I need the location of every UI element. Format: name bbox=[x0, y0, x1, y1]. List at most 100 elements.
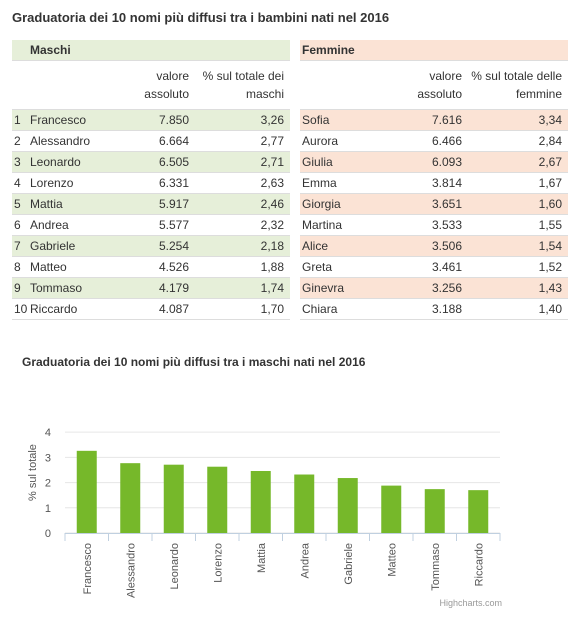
table-cell: Martina bbox=[300, 214, 389, 236]
bar bbox=[468, 490, 489, 533]
table-row: 9 Tommaso 4.179 1,74 Ginevra 3.256 1,43 bbox=[12, 277, 569, 299]
table-cell: Tommaso bbox=[28, 277, 120, 299]
y-axis-label: % sul totale bbox=[27, 444, 39, 501]
table-cell: 1 bbox=[12, 109, 28, 131]
table-cell: 6.331 bbox=[120, 172, 195, 194]
names-table: Maschi Femmine valore assoluto% sul totale… bbox=[12, 40, 569, 320]
table-cell bbox=[290, 194, 300, 215]
table-cell: Emma bbox=[300, 172, 389, 194]
table-cell: 4 bbox=[12, 172, 28, 194]
table-cell: 3.461 bbox=[388, 256, 469, 278]
table-cell: 2,18 bbox=[195, 235, 291, 257]
bar bbox=[76, 450, 97, 533]
table-cell: Giorgia bbox=[300, 193, 389, 215]
table-cell: 6.664 bbox=[120, 130, 195, 152]
table-cell: 7 bbox=[12, 235, 28, 257]
credits: Highcharts.com bbox=[439, 598, 502, 608]
table-cell: Riccardo bbox=[28, 298, 120, 320]
table-cell: 7.616 bbox=[388, 109, 469, 131]
table-cell bbox=[290, 131, 300, 152]
table-row: 1 Francesco 7.850 3,26 Sofia 7.616 3,34 bbox=[12, 109, 569, 131]
table-cell: % sul totale dei maschi bbox=[195, 60, 291, 110]
table-cell: 4.179 bbox=[120, 277, 195, 299]
table-cell: 3,34 bbox=[468, 109, 569, 131]
table-cell: % sul totale delle femmine bbox=[468, 60, 569, 110]
table-cell: 3.256 bbox=[388, 277, 469, 299]
table-cell: Sofia bbox=[300, 109, 389, 131]
table-title: Graduatoria dei 10 nomi più diffusi tra … bbox=[12, 10, 390, 25]
table-row: 7 Gabriele 5.254 2,18 Alice 3.506 1,54 bbox=[12, 235, 569, 257]
table-cell: Andrea bbox=[28, 214, 120, 236]
table-cell bbox=[290, 215, 300, 236]
table-cell: valore assoluto bbox=[120, 60, 195, 110]
table-cell: Giulia bbox=[300, 151, 389, 173]
table-cell bbox=[290, 236, 300, 257]
table-cell: Ginevra bbox=[300, 277, 389, 299]
table-row: 6 Andrea 5.577 2,32 Martina 3.533 1,55 bbox=[12, 214, 569, 236]
table-cell: 1,74 bbox=[195, 277, 291, 299]
y-tick-label: 3 bbox=[45, 452, 51, 464]
table-cell: 1,55 bbox=[468, 214, 569, 236]
table-cell bbox=[12, 40, 28, 61]
table-cell: 1,40 bbox=[468, 298, 569, 320]
table-cell: 3.814 bbox=[388, 172, 469, 194]
x-tick-label: Alessandro bbox=[125, 543, 137, 598]
x-tick-label: Leonardo bbox=[169, 543, 181, 590]
table-cell: 3.188 bbox=[388, 298, 469, 320]
table-cell: 3,26 bbox=[195, 109, 291, 131]
table-cell: 1,52 bbox=[468, 256, 569, 278]
table-cell: Francesco bbox=[28, 109, 120, 131]
table-cell: 10 bbox=[12, 298, 28, 320]
table-cell bbox=[290, 40, 300, 61]
table-cell: 6 bbox=[12, 214, 28, 236]
table-cell: 2 bbox=[12, 130, 28, 152]
table-cell: 2,32 bbox=[195, 214, 291, 236]
bar bbox=[424, 489, 445, 533]
bar bbox=[120, 463, 141, 533]
table-cell: 8 bbox=[12, 256, 28, 278]
table-cell: 1,67 bbox=[468, 172, 569, 194]
table-cell: Matteo bbox=[28, 256, 120, 278]
table-cell: 1,60 bbox=[468, 193, 569, 215]
table-cell bbox=[300, 60, 389, 110]
table-cell: Aurora bbox=[300, 130, 389, 152]
y-tick-label: 1 bbox=[45, 503, 51, 515]
table-cell: 4.526 bbox=[120, 256, 195, 278]
table-cell: 3.651 bbox=[388, 193, 469, 215]
bar bbox=[163, 464, 184, 533]
table-cell bbox=[290, 152, 300, 173]
table-cell bbox=[28, 60, 120, 110]
table-cell: Mattia bbox=[28, 193, 120, 215]
table-cell: 1,54 bbox=[468, 235, 569, 257]
table-cell: 2,77 bbox=[195, 130, 291, 152]
bar bbox=[250, 470, 271, 533]
table-cell: Femmine bbox=[300, 40, 569, 61]
table-cell: Lorenzo bbox=[28, 172, 120, 194]
table-cell: 6.093 bbox=[388, 151, 469, 173]
table-row: 10 Riccardo 4.087 1,70 Chiara 3.188 1,40 bbox=[12, 298, 569, 320]
table-cell: Greta bbox=[300, 256, 389, 278]
table-cell: 6.505 bbox=[120, 151, 195, 173]
bar bbox=[294, 474, 315, 533]
table-cell: 2,71 bbox=[195, 151, 291, 173]
chart: Graduatoria dei 10 nomi più diffusi tra … bbox=[22, 355, 502, 608]
y-tick-label: 2 bbox=[45, 478, 51, 490]
y-tick-label: 4 bbox=[45, 427, 51, 439]
x-tick-label: Tommaso bbox=[430, 543, 442, 591]
table-cell: Maschi bbox=[28, 40, 291, 61]
x-tick-label: Andrea bbox=[299, 542, 311, 578]
table-cell bbox=[290, 110, 300, 131]
table-cell bbox=[12, 60, 28, 110]
chart-title: Graduatoria dei 10 nomi più diffusi tra … bbox=[22, 355, 366, 369]
table-cell: Alessandro bbox=[28, 130, 120, 152]
bar bbox=[337, 478, 358, 533]
table-cell bbox=[290, 278, 300, 299]
table-cell: 1,88 bbox=[195, 256, 291, 278]
table-cell bbox=[290, 299, 300, 320]
table-cell: 1,70 bbox=[195, 298, 291, 320]
table-cell: Chiara bbox=[300, 298, 389, 320]
table-cell: 2,84 bbox=[468, 130, 569, 152]
bar bbox=[381, 485, 402, 533]
table-cell bbox=[290, 61, 300, 110]
